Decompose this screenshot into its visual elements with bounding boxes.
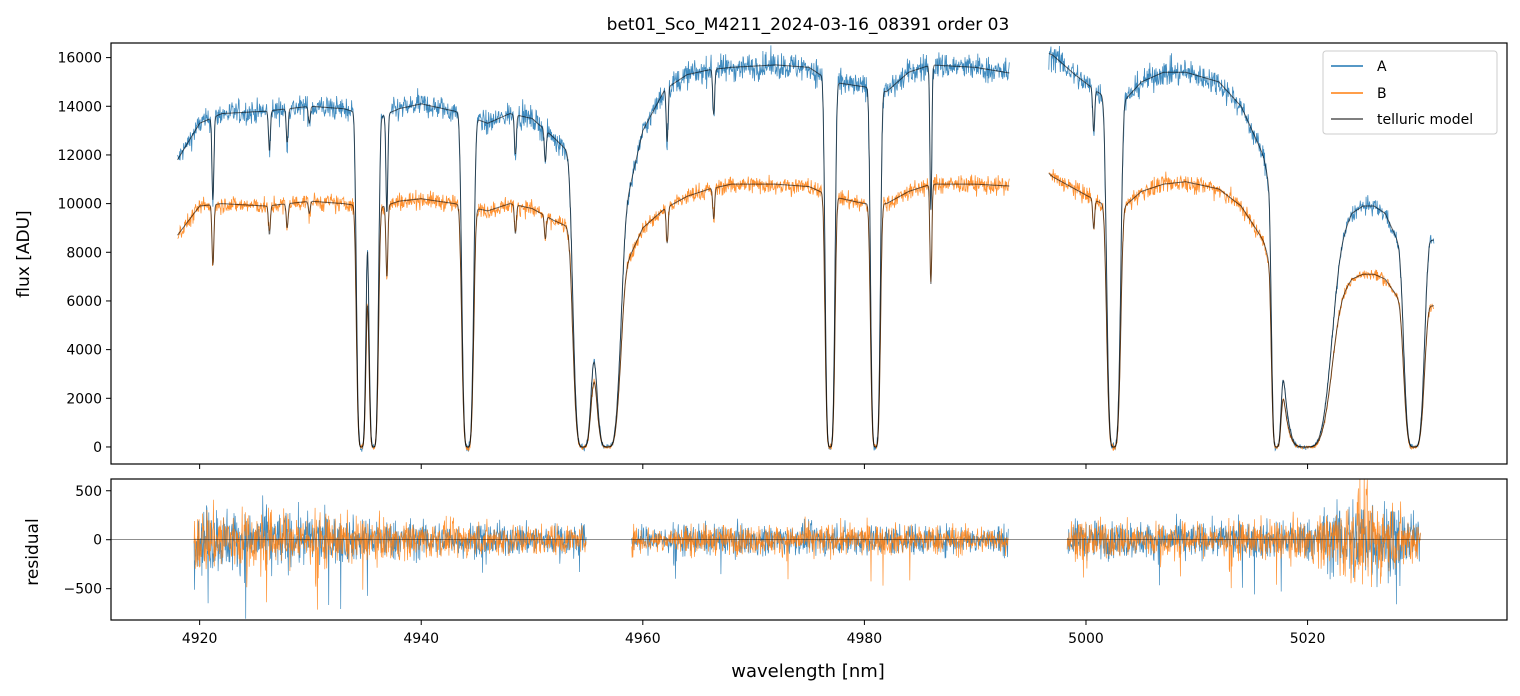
y-tick-label: 4000 bbox=[66, 343, 102, 359]
spectrum-y-ticks: 0 2000 4000 6000 8000 10000 12000 14000 16000 bbox=[57, 51, 111, 456]
x-tick-label: 4940 bbox=[403, 631, 439, 647]
y-tick-label: 6000 bbox=[66, 294, 102, 310]
legend-label-b: B bbox=[1377, 86, 1387, 102]
y-tick-label: 14000 bbox=[57, 99, 102, 115]
y-tick-label: 0 bbox=[93, 533, 102, 549]
x-axis-label: wavelength [nm] bbox=[731, 661, 885, 682]
legend: A B telluric model bbox=[1322, 50, 1498, 135]
residual-panel: −500 0 500 4920 4940 4960 4980 5000 5020 residu… bbox=[23, 478, 1508, 682]
y-tick-label: 10000 bbox=[57, 197, 102, 213]
chart-title: bet01_Sco_M4211_2024-03-16_08391 order 0… bbox=[607, 15, 1010, 35]
residual-frame bbox=[110, 478, 1508, 621]
residual-plot-area bbox=[111, 479, 1507, 619]
x-tick-label: 4980 bbox=[847, 631, 883, 647]
x-tick-label: 4960 bbox=[625, 631, 661, 647]
residual-a-line bbox=[193, 495, 1421, 619]
x-tick-label: 5000 bbox=[1068, 631, 1104, 647]
residual-b-line bbox=[193, 479, 1421, 610]
y-tick-label: 8000 bbox=[66, 245, 102, 261]
series-a-line bbox=[177, 45, 1435, 452]
model-a-line bbox=[177, 52, 1434, 448]
y-tick-label: 500 bbox=[75, 484, 102, 500]
spectrum-panel: 0 2000 4000 6000 8000 10000 12000 14000 16000 fl… bbox=[14, 42, 1508, 469]
y-tick-label: 2000 bbox=[66, 391, 102, 407]
residual-y-ticks: −500 0 500 bbox=[64, 484, 111, 598]
spectrum-x-ticks bbox=[199, 464, 1309, 469]
x-tick-label: 5020 bbox=[1290, 631, 1326, 647]
spectrum-plot-area bbox=[177, 45, 1435, 452]
y-tick-label: 16000 bbox=[57, 51, 102, 67]
y-tick-label: −500 bbox=[64, 582, 102, 598]
y-tick-label: 0 bbox=[93, 440, 102, 456]
spectrum-frame bbox=[110, 42, 1508, 465]
legend-label-model: telluric model bbox=[1377, 112, 1473, 128]
residual-y-label: residual bbox=[23, 518, 43, 585]
residual-series bbox=[111, 479, 1507, 619]
x-tick-label: 4920 bbox=[182, 631, 218, 647]
y-tick-label: 12000 bbox=[57, 148, 102, 164]
spectrum-y-label: flux [ADU] bbox=[14, 210, 34, 297]
legend-label-a: A bbox=[1377, 59, 1387, 75]
spectrum-series bbox=[177, 45, 1435, 452]
model-b-line bbox=[177, 172, 1434, 448]
legend-box bbox=[1322, 50, 1498, 135]
residual-x-ticks: 4920 4940 4960 4980 5000 5020 bbox=[182, 620, 1326, 647]
